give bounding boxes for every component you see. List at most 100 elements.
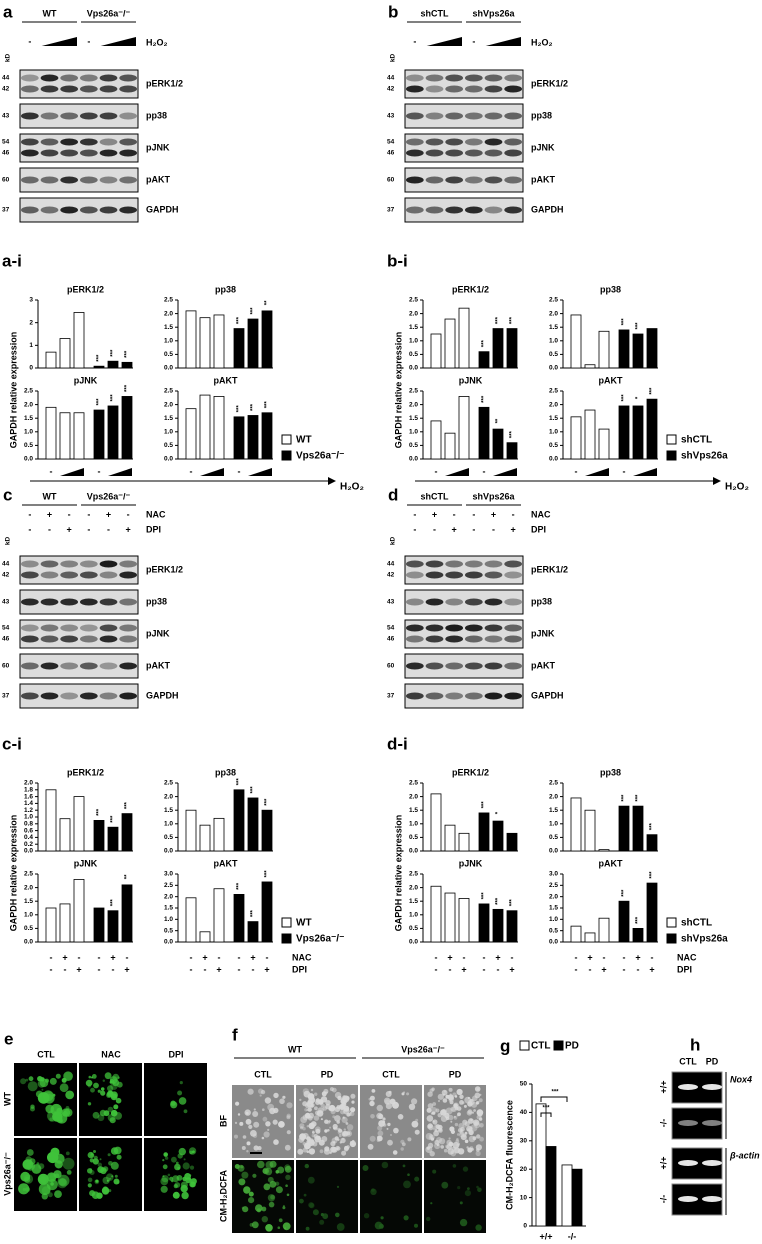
- blot-band: [405, 206, 424, 214]
- row-label: Vps26a⁻/⁻: [2, 1152, 12, 1196]
- group-label: WT: [288, 1044, 302, 1054]
- bar: [121, 361, 133, 369]
- y-tick-label: 2.0: [164, 793, 173, 800]
- blot-band: [445, 598, 464, 606]
- significance: ***: [237, 778, 243, 786]
- cell-signal: [277, 1226, 281, 1229]
- bar: [478, 903, 490, 943]
- y-tick-label: 1.5: [549, 324, 558, 331]
- cell-signal: [381, 1161, 389, 1169]
- y-tick-label: 2.0: [164, 893, 173, 900]
- cell-signal: [91, 1076, 93, 1079]
- y-tick-label: 0.5: [24, 442, 33, 449]
- treatment-mark: +: [264, 964, 269, 974]
- cell-signal: [87, 1084, 91, 1088]
- treatment-mark: -: [472, 36, 475, 46]
- panel-label: h: [690, 1035, 700, 1054]
- cell-signal: [162, 1164, 168, 1170]
- significance: ***: [482, 892, 488, 900]
- cell-signal: [273, 1092, 279, 1099]
- bar: [430, 420, 442, 460]
- bar: [584, 364, 596, 369]
- kd-marker: 60: [2, 177, 10, 184]
- bar: [506, 832, 518, 852]
- cell-signal: [351, 1139, 355, 1143]
- blot-band: [504, 598, 523, 606]
- cell-signal: [49, 1173, 56, 1180]
- dose-triangle: [485, 37, 521, 46]
- cell-signal: [302, 1101, 308, 1107]
- cell-signal: [50, 1182, 54, 1186]
- blot-band: [119, 598, 138, 606]
- cell-signal: [468, 1118, 474, 1124]
- cell-signal: [349, 1111, 355, 1117]
- blot-band: [405, 692, 424, 700]
- bar: [430, 333, 442, 369]
- blot-band: [405, 138, 424, 146]
- cell-signal: [386, 1127, 389, 1130]
- bar: [233, 328, 245, 369]
- blot-band: [79, 624, 98, 632]
- cell-signal: [273, 1139, 279, 1145]
- cell-signal: [260, 1089, 266, 1095]
- kd-marker: 54: [387, 625, 395, 632]
- bar: [570, 416, 582, 460]
- cell-signal: [385, 1091, 392, 1097]
- cell-signal: [337, 1127, 341, 1132]
- treatment-name: DPI: [292, 964, 307, 974]
- y-tick-label: 2.0: [549, 310, 558, 317]
- cell-signal: [454, 1095, 458, 1098]
- treatment-mark: +: [509, 964, 514, 974]
- blot-strip: [404, 69, 524, 99]
- blot-label: pERK1/2: [146, 78, 183, 88]
- cell-signal: [346, 1112, 351, 1117]
- cell-signal: [49, 1117, 54, 1122]
- cell-signal: [390, 1134, 392, 1136]
- treatment-mark: -: [435, 964, 438, 974]
- cell-signal: [41, 1193, 48, 1200]
- y-tick-label: 0.5: [164, 442, 173, 449]
- treatment-mark: +: [452, 524, 457, 534]
- cell-signal: [109, 1080, 113, 1084]
- blot-band: [79, 635, 98, 643]
- gel-band: [678, 1196, 698, 1202]
- column-label: CTL: [254, 1069, 272, 1079]
- cell-signal: [463, 1104, 467, 1108]
- bar: [247, 921, 259, 943]
- blot-band: [504, 624, 523, 632]
- cell-signal: [308, 1122, 315, 1130]
- dose-triangle: [100, 37, 136, 46]
- cell-signal: [342, 1095, 350, 1103]
- cell-signal: [116, 1154, 122, 1160]
- cell-signal: [430, 1137, 435, 1141]
- bar: [247, 797, 259, 852]
- treatment-mark: -: [238, 466, 241, 476]
- significance: ***: [636, 794, 642, 802]
- blot-band: [60, 598, 79, 606]
- blot-band: [425, 138, 444, 146]
- cell-signal: [253, 1108, 256, 1111]
- cell-signal: [468, 1135, 476, 1143]
- blot-band: [60, 560, 79, 568]
- cell-signal: [59, 1083, 69, 1093]
- blot-band: [405, 598, 424, 606]
- bar: [107, 910, 119, 943]
- cell-signal: [309, 1202, 315, 1209]
- cell-signal: [278, 1218, 283, 1223]
- cell-signal: [92, 1111, 100, 1119]
- cell-signal: [414, 1176, 420, 1182]
- cell-signal: [343, 1128, 346, 1131]
- cell-signal: [282, 1206, 286, 1210]
- bar: [93, 365, 105, 369]
- y-tick-label: 0.0: [164, 848, 173, 855]
- blot-strip: [19, 589, 139, 615]
- cell-signal: [330, 1109, 336, 1115]
- cell-signal: [54, 1190, 62, 1198]
- bar: [107, 826, 119, 852]
- y-tick-label: 1.2: [24, 807, 33, 814]
- treatment-mark: -: [252, 964, 255, 974]
- column-label: PD: [449, 1069, 462, 1079]
- blot-band: [20, 149, 39, 157]
- blot-label: GAPDH: [146, 204, 179, 214]
- cell-signal: [268, 1201, 275, 1208]
